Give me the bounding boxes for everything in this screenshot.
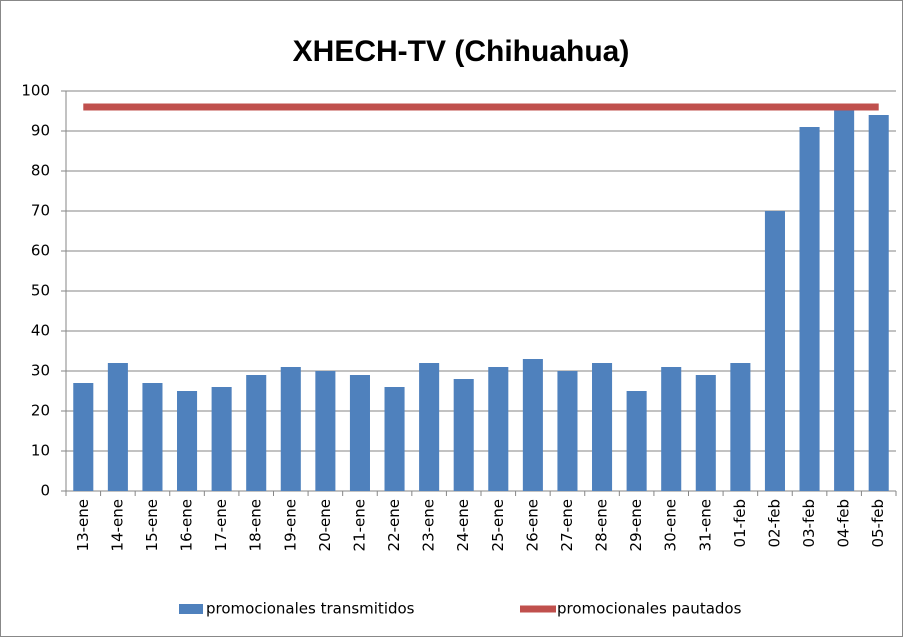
y-tick-label: 100 <box>21 82 50 100</box>
x-tick-label: 04-feb <box>835 499 853 548</box>
bar <box>868 115 889 491</box>
bar <box>661 367 682 491</box>
bar <box>592 363 613 491</box>
x-tick-label: 23-ene <box>420 499 438 551</box>
x-tick-label: 29-ene <box>627 499 645 551</box>
bar <box>764 211 785 491</box>
y-tick-label: 30 <box>31 362 50 380</box>
y-tick-label: 60 <box>31 242 50 260</box>
x-tick-label: 15-ene <box>143 499 161 551</box>
x-tick-label: 13-ene <box>74 499 92 551</box>
x-tick-label: 22-ene <box>385 499 403 551</box>
x-tick-label: 26-ene <box>523 499 541 551</box>
bar <box>142 383 163 491</box>
bar <box>453 379 474 491</box>
bar <box>107 363 128 491</box>
x-tick-label: 03-feb <box>800 499 818 548</box>
x-tick-label: 31-ene <box>696 499 714 551</box>
y-tick-label: 20 <box>31 402 50 420</box>
bar <box>246 375 267 491</box>
bar <box>419 363 440 491</box>
x-tick-label: 20-ene <box>316 499 334 551</box>
y-tick-label: 10 <box>31 442 50 460</box>
y-tick-label: 90 <box>31 122 50 140</box>
y-tick-label: 80 <box>31 162 50 180</box>
bar <box>280 367 301 491</box>
legend-label: promocionales transmitidos <box>206 600 415 618</box>
bar <box>834 107 855 491</box>
chart-title: XHECH-TV (Chihuahua) <box>293 35 630 68</box>
x-tick-label: 16-ene <box>178 499 196 551</box>
bar <box>522 359 543 491</box>
x-tick-label: 19-ene <box>281 499 299 551</box>
bar <box>349 375 370 491</box>
bar <box>626 391 647 491</box>
x-tick-label: 18-ene <box>247 499 265 551</box>
y-tick-label: 40 <box>31 322 50 340</box>
bar <box>799 127 820 491</box>
y-tick-label: 50 <box>31 282 50 300</box>
x-tick-label: 27-ene <box>558 499 576 551</box>
bar <box>315 371 336 491</box>
x-tick-label: 24-ene <box>454 499 472 551</box>
bar <box>211 387 232 491</box>
x-tick-label: 01-feb <box>731 499 749 548</box>
bar <box>557 371 578 491</box>
bar <box>730 363 751 491</box>
x-tick-label: 02-feb <box>765 499 783 548</box>
x-tick-label: 14-ene <box>108 499 126 551</box>
legend-swatch <box>179 604 203 614</box>
x-tick-label: 28-ene <box>593 499 611 551</box>
bar <box>177 391 198 491</box>
x-tick-label: 17-ene <box>212 499 230 551</box>
bar <box>384 387 405 491</box>
legend-label: promocionales pautados <box>557 600 742 618</box>
x-tick-label: 30-ene <box>662 499 680 551</box>
y-tick-label: 0 <box>40 482 50 500</box>
bar <box>488 367 509 491</box>
y-tick-label: 70 <box>31 202 50 220</box>
x-tick-label: 25-ene <box>489 499 507 551</box>
x-tick-label: 05-feb <box>869 499 887 548</box>
bar <box>695 375 716 491</box>
bar <box>73 383 94 491</box>
x-tick-label: 21-ene <box>350 499 368 551</box>
